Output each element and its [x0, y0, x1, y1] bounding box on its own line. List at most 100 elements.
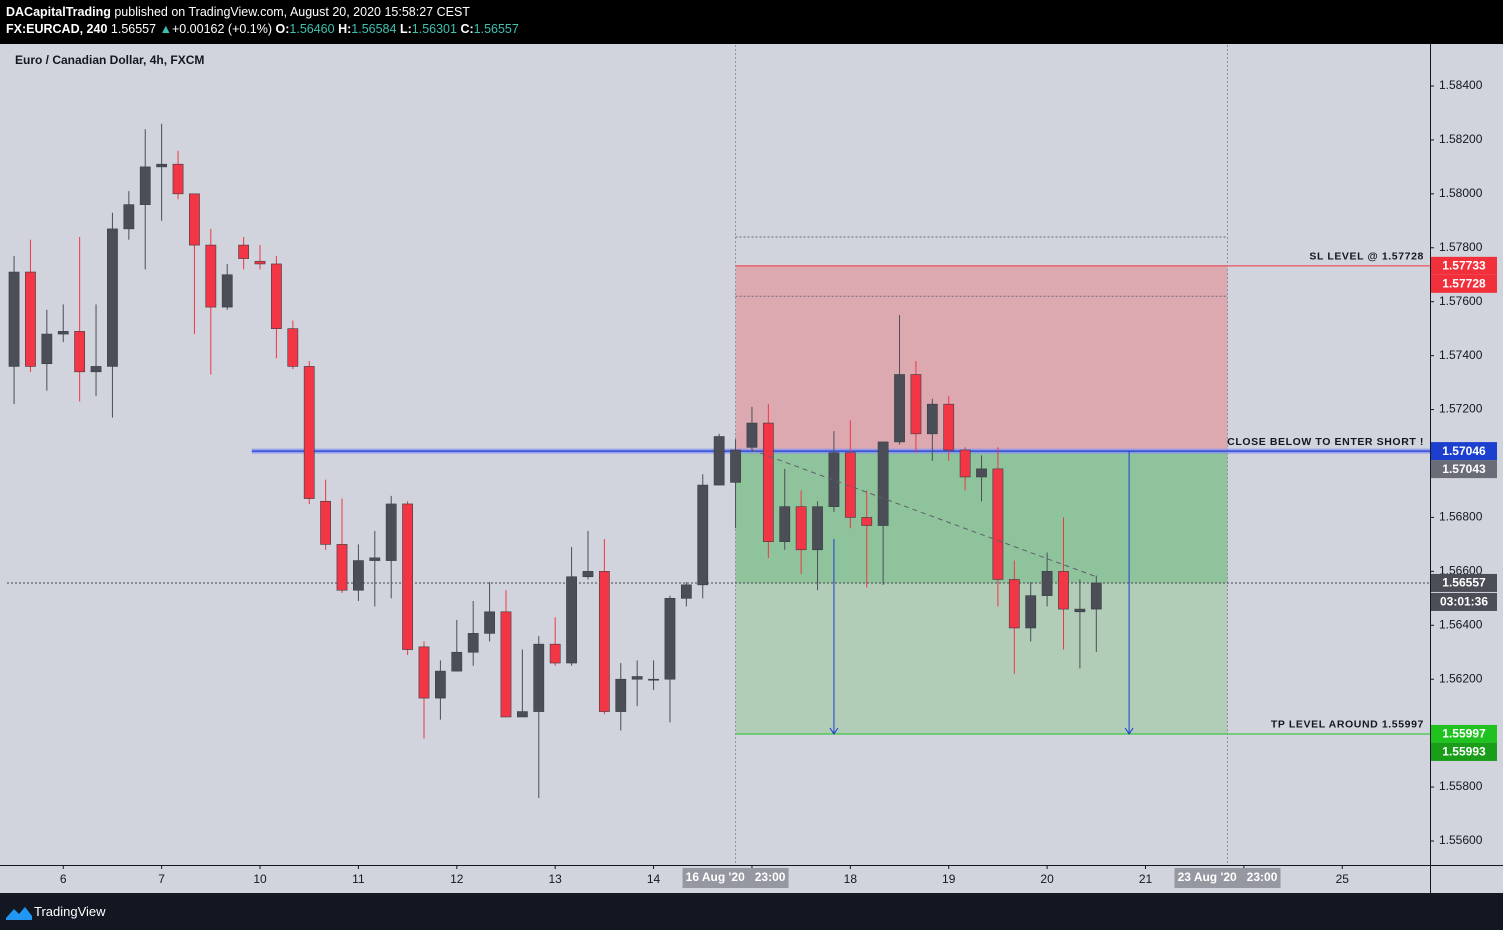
- candle-body: [926, 403, 938, 435]
- arrow-head: [829, 727, 839, 735]
- candle-body: [795, 506, 807, 551]
- candle-body: [336, 544, 348, 591]
- candle-body: [877, 441, 889, 526]
- x-tick-label: 10: [253, 872, 267, 886]
- price-tag-label: 1.57728: [1442, 277, 1486, 291]
- candle-body: [238, 244, 250, 259]
- y-tick-label: 1.55600: [1439, 833, 1483, 847]
- candle-body: [598, 571, 610, 712]
- candle-body: [271, 263, 282, 329]
- y-tick-label: 1.56800: [1439, 510, 1483, 524]
- symbol: FX:EURCAD, 240: [6, 22, 108, 36]
- candle-body: [172, 163, 184, 195]
- annotation: SL LEVEL @ 1.57728: [1309, 251, 1424, 263]
- y-tick-label: 1.57400: [1439, 348, 1483, 362]
- x-tick-label: 13: [548, 872, 562, 886]
- candle-body: [8, 271, 20, 367]
- y-tick-label: 1.56200: [1439, 671, 1483, 685]
- header-line: DACapitalTrading published on TradingVie…: [6, 5, 470, 19]
- candle-body: [189, 193, 200, 246]
- price-tag: [1431, 742, 1497, 761]
- candle-body: [123, 204, 135, 230]
- candle-body: [746, 422, 758, 448]
- candle-body: [221, 274, 233, 308]
- candle-body: [910, 374, 922, 435]
- candle-body: [1074, 608, 1086, 613]
- candle-body: [90, 366, 102, 373]
- candle-body: [861, 517, 873, 526]
- change: +0.00162 (+0.1%): [171, 22, 273, 36]
- candle-body: [254, 260, 266, 265]
- candle-body: [631, 676, 643, 680]
- candle-body: [156, 163, 168, 168]
- candle-body: [451, 651, 463, 672]
- candle-body: [1025, 595, 1037, 629]
- ohlc-value: 1.56584: [351, 22, 397, 36]
- time-marker-label: 23 Aug '20 23:00: [1178, 870, 1278, 884]
- last: 1.56557: [110, 22, 157, 36]
- ohlc-value: 1.56460: [289, 22, 335, 36]
- candle-body: [762, 422, 774, 542]
- candle-body: [533, 643, 545, 712]
- y-tick-label: 1.55800: [1439, 779, 1483, 793]
- candle-body: [205, 244, 217, 308]
- ohlc-key: C:: [460, 22, 474, 36]
- candle-body: [107, 228, 118, 367]
- stop-zone: [735, 265, 1228, 452]
- annotation: TP LEVEL AROUND 1.55997: [1271, 719, 1424, 731]
- y-tick-label: 1.58400: [1439, 78, 1483, 92]
- candle-body: [844, 452, 856, 518]
- y-tick-label: 1.57200: [1439, 402, 1483, 416]
- candle-body: [484, 611, 495, 634]
- ohlc-value: 1.56557: [473, 22, 519, 36]
- time-marker-box: [1174, 868, 1281, 888]
- price-tag: [1431, 724, 1497, 743]
- countdown: 03:01:36: [1440, 595, 1488, 609]
- candle-body: [353, 560, 364, 591]
- candle-body: [139, 166, 151, 205]
- arrow-head: [1124, 727, 1134, 735]
- x-tick-label: 25: [1336, 872, 1350, 886]
- header: DACapitalTrading published on TradingVie…: [0, 0, 1503, 44]
- time-marker-label: 16 Aug '20 23:00: [686, 870, 786, 884]
- countdown-box: [1431, 592, 1497, 611]
- y-tick-label: 1.58000: [1439, 186, 1483, 200]
- brand: TradingView: [34, 904, 106, 919]
- chart-title: Euro / Canadian Dollar, 4h, FXCM: [15, 53, 204, 67]
- candle-body: [320, 500, 331, 545]
- candle-body: [549, 643, 561, 664]
- x-tick-label: 11: [352, 872, 365, 886]
- candle-body: [894, 374, 905, 443]
- candle-body: [1041, 571, 1053, 596]
- y-tick-label: 1.57600: [1439, 294, 1483, 308]
- trend-line: [751, 449, 1097, 578]
- author: DACapitalTrading: [6, 5, 111, 19]
- x-tick-label: 18: [844, 872, 858, 886]
- published: published on TradingView.com, August 20,…: [114, 5, 470, 19]
- candle-body: [992, 468, 1004, 580]
- candle-body: [713, 436, 725, 486]
- candle-body: [467, 633, 479, 653]
- candle-body: [435, 670, 446, 699]
- price-tag-label: 1.57733: [1442, 259, 1486, 273]
- logo: [6, 907, 32, 920]
- candle-body: [1090, 582, 1102, 610]
- price-tag-label: 1.55997: [1442, 727, 1486, 741]
- candle-body: [566, 576, 577, 664]
- candle-body: [812, 506, 823, 551]
- candle-body: [57, 331, 69, 335]
- candle-body: [369, 557, 381, 561]
- x-tick-label: 6: [60, 872, 67, 886]
- candle-body: [500, 611, 512, 718]
- price-tag-label: 1.57043: [1442, 462, 1486, 476]
- price-tag-label: 1.55993: [1442, 745, 1486, 759]
- target-zone: [735, 582, 1228, 734]
- time-marker-box: [682, 868, 789, 888]
- candle-body: [615, 678, 627, 712]
- footer: TradingView: [0, 893, 1503, 930]
- candle-body: [385, 503, 397, 561]
- candle-body: [976, 468, 987, 478]
- candle-body: [943, 403, 955, 451]
- candle-body: [516, 711, 528, 718]
